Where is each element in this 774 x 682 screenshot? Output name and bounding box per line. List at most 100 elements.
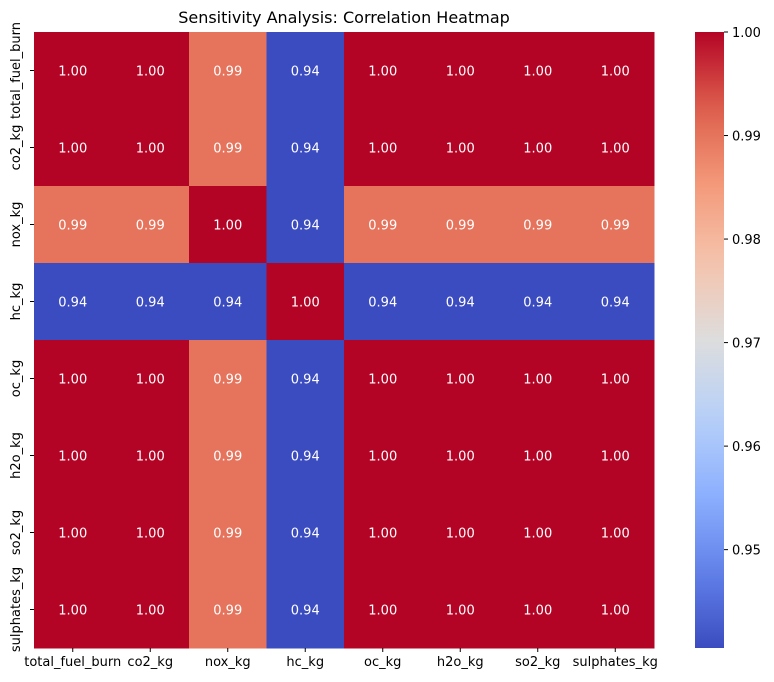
cell-value-label: 0.99 bbox=[523, 219, 552, 234]
cell-value-label: 0.94 bbox=[291, 65, 320, 80]
cell-value-label: 0.99 bbox=[213, 527, 242, 542]
heatmap-cell bbox=[111, 340, 190, 418]
heatmap-cell bbox=[266, 263, 345, 341]
cell-value-label: 1.00 bbox=[368, 527, 397, 542]
cell-value-label: 1.00 bbox=[523, 142, 552, 157]
heatmap-cell bbox=[34, 263, 112, 341]
y-tick-label: so2_kg bbox=[9, 510, 24, 555]
cell-value-label: 0.94 bbox=[446, 296, 475, 311]
heatmap-cell bbox=[34, 571, 112, 649]
heatmap-cell bbox=[499, 340, 577, 418]
cell-value-label: 1.00 bbox=[291, 296, 320, 311]
heatmap-cell bbox=[421, 417, 500, 495]
y-tick-label: oc_kg bbox=[9, 360, 24, 397]
heatmap-cell bbox=[111, 263, 190, 341]
cell-value-label: 1.00 bbox=[136, 604, 165, 619]
cell-value-label: 0.99 bbox=[213, 604, 242, 619]
y-tick-label: h2o_kg bbox=[9, 432, 24, 479]
colorbar-tick-label: 0.96 bbox=[732, 440, 761, 455]
y-tick-label: co2_kg bbox=[9, 125, 24, 171]
heatmap-cell bbox=[344, 571, 422, 649]
cell-value-label: 1.00 bbox=[446, 373, 475, 388]
heatmap-cell bbox=[111, 109, 190, 187]
cell-value-label: 1.00 bbox=[601, 65, 630, 80]
heatmap-cell bbox=[499, 571, 577, 649]
cell-value-label: 0.99 bbox=[58, 219, 87, 234]
cell-value-label: 1.00 bbox=[523, 527, 552, 542]
heatmap-cell bbox=[421, 340, 500, 418]
cell-value-label: 1.00 bbox=[446, 604, 475, 619]
cell-value-label: 1.00 bbox=[58, 373, 87, 388]
cell-value-label: 1.00 bbox=[136, 65, 165, 80]
colorbar-gradient bbox=[695, 32, 724, 648]
colorbar-tick-label: 0.99 bbox=[732, 130, 761, 145]
cell-value-label: 0.94 bbox=[58, 296, 87, 311]
heatmap-cell bbox=[189, 32, 267, 110]
heatmap-cell bbox=[266, 340, 345, 418]
x-tick-label: oc_kg bbox=[364, 655, 401, 670]
cell-value-label: 0.99 bbox=[368, 219, 397, 234]
cell-value-label: 1.00 bbox=[368, 604, 397, 619]
heatmap-cell bbox=[111, 186, 190, 264]
cell-value-label: 1.00 bbox=[446, 527, 475, 542]
x-tick-label: so2_kg bbox=[515, 655, 560, 670]
heatmap-cell bbox=[499, 263, 577, 341]
heatmap-cell bbox=[499, 32, 577, 110]
colorbar-tick-label: 0.95 bbox=[732, 544, 761, 559]
heatmap-cell bbox=[111, 32, 190, 110]
heatmap-cells bbox=[34, 32, 655, 649]
cell-value-label: 1.00 bbox=[58, 450, 87, 465]
heatmap-cell bbox=[576, 109, 655, 187]
heatmap-cell bbox=[344, 186, 422, 264]
heatmap-cell bbox=[576, 32, 655, 110]
heatmap-cell bbox=[344, 417, 422, 495]
cell-value-label: 1.00 bbox=[136, 142, 165, 157]
cell-value-label: 1.00 bbox=[523, 604, 552, 619]
cell-value-label: 0.94 bbox=[368, 296, 397, 311]
x-tick-label: hc_kg bbox=[286, 655, 324, 670]
cell-value-label: 1.00 bbox=[58, 604, 87, 619]
cell-value-label: 1.00 bbox=[368, 65, 397, 80]
heatmap-cell bbox=[421, 494, 500, 572]
heatmap-cell bbox=[111, 417, 190, 495]
cell-value-label: 0.94 bbox=[291, 527, 320, 542]
heatmap-cell bbox=[266, 571, 345, 649]
cell-value-label: 1.00 bbox=[523, 450, 552, 465]
cell-value-label: 1.00 bbox=[58, 65, 87, 80]
x-tick-label: co2_kg bbox=[127, 655, 173, 670]
heatmap-cell bbox=[111, 571, 190, 649]
heatmap-cell bbox=[34, 494, 112, 572]
y-tick-label: total_fuel_burn bbox=[9, 22, 24, 119]
heatmap-cell bbox=[576, 417, 655, 495]
cell-value-label: 0.94 bbox=[136, 296, 165, 311]
heatmap-cell bbox=[421, 263, 500, 341]
cell-value-label: 0.99 bbox=[213, 142, 242, 157]
heatmap-cell bbox=[266, 186, 345, 264]
cell-value-label: 0.99 bbox=[213, 450, 242, 465]
heatmap-cell bbox=[34, 186, 112, 264]
cell-value-label: 1.00 bbox=[368, 373, 397, 388]
cell-value-label: 1.00 bbox=[601, 527, 630, 542]
heatmap-cell bbox=[189, 263, 267, 341]
cell-value-label: 1.00 bbox=[601, 450, 630, 465]
heatmap-cell bbox=[499, 109, 577, 187]
colorbar-tick-label: 1.00 bbox=[732, 26, 761, 41]
heatmap-cell bbox=[189, 109, 267, 187]
heatmap-cell bbox=[344, 263, 422, 341]
cell-value-label: 1.00 bbox=[523, 373, 552, 388]
heatmap-cell bbox=[34, 32, 112, 110]
heatmap-cell bbox=[34, 340, 112, 418]
cell-value-label: 1.00 bbox=[446, 142, 475, 157]
heatmap-cell bbox=[576, 340, 655, 418]
heatmap-cell bbox=[189, 494, 267, 572]
heatmap-cell bbox=[499, 186, 577, 264]
cell-value-label: 0.99 bbox=[601, 219, 630, 234]
colorbar: 0.95 0.96 0.97 0.98 0.99 1.00 bbox=[695, 26, 761, 648]
heatmap-cell bbox=[576, 571, 655, 649]
cell-value-label: 1.00 bbox=[136, 450, 165, 465]
y-axis: total_fuel_burn co2_kg nox_kg hc_kg oc_kg h2o… bbox=[9, 22, 34, 652]
cell-value-label: 0.94 bbox=[291, 373, 320, 388]
cell-value-label: 1.00 bbox=[446, 450, 475, 465]
cell-value-label: 0.94 bbox=[291, 604, 320, 619]
